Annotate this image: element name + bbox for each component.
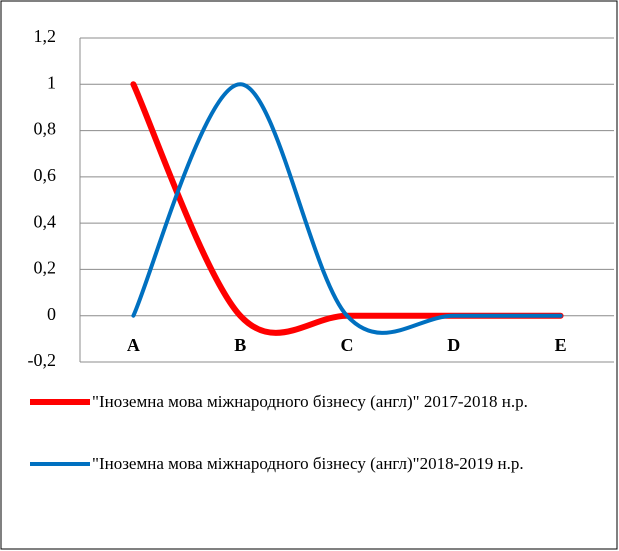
x-tick-label: C	[341, 335, 354, 355]
y-tick-label: -0,2	[28, 350, 57, 370]
x-tick-label: B	[234, 335, 246, 355]
y-tick-label: 0,4	[34, 211, 57, 231]
x-tick-label: E	[555, 335, 567, 355]
legend-label: "Іноземна мова міжнародного бізнесу (анг…	[92, 454, 524, 473]
series-line	[131, 82, 563, 335]
y-tick-label: 0,8	[34, 119, 57, 139]
y-tick-label: 1	[47, 72, 56, 92]
y-tick-label: 0	[47, 304, 56, 324]
legend-label: "Іноземна мова міжнародного бізнесу (анг…	[92, 392, 528, 411]
y-tick-label: 1,2	[34, 26, 57, 46]
x-tick-label: D	[447, 335, 460, 355]
y-tick-label: 0,2	[34, 258, 57, 278]
x-tick-label: A	[127, 335, 140, 355]
y-tick-label: 0,6	[34, 165, 57, 185]
